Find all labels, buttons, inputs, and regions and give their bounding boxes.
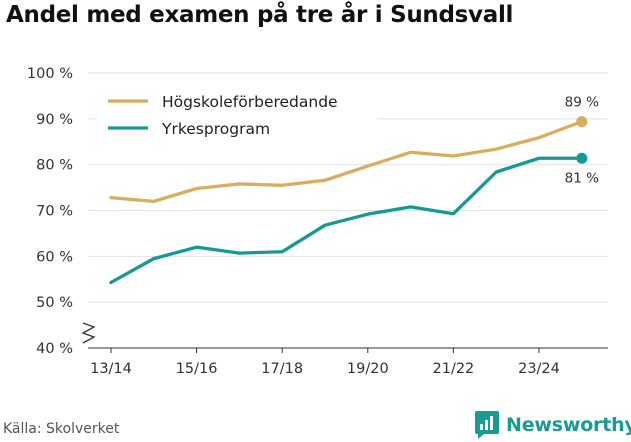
- y-tick-label: 80 %: [36, 158, 73, 174]
- newsworthy-logo: Newsworthy: [474, 408, 631, 442]
- axis-break-icon: [81, 322, 96, 344]
- x-tick-label: 17/18: [261, 361, 303, 377]
- legend-label-yrke: Yrkesprogram: [161, 120, 270, 138]
- legend-label-hogskole: Högskoleförberedande: [162, 93, 338, 111]
- end-label-hogskole: 89 %: [565, 95, 599, 111]
- series-lines: 89 % 81 %: [109, 95, 599, 285]
- end-label-yrke: 81 %: [565, 170, 599, 186]
- source-note: Källa: Skolverket: [3, 421, 120, 437]
- x-tick-label: 13/14: [90, 361, 132, 377]
- y-tick-label: 50 %: [36, 295, 73, 311]
- y-tick-label: 90 %: [36, 112, 73, 128]
- x-tick-label: 15/16: [176, 361, 218, 377]
- chart-title: Andel med examen på tre år i Sundsvall: [6, 2, 514, 28]
- end-point-yrke: [576, 152, 588, 164]
- y-tick-label: 100 %: [27, 66, 73, 82]
- series-line-hogskole: [109, 119, 584, 203]
- gridlines: [88, 72, 608, 303]
- legend: Högskoleförberedande Yrkesprogram: [97, 85, 377, 143]
- y-axis-ticks: 40 % 50 % 60 % 70 % 80 % 90 % 100 %: [27, 66, 73, 357]
- x-tick-label: 19/20: [347, 361, 389, 377]
- newsworthy-logo-icon: [475, 411, 499, 439]
- legend-background: [97, 85, 377, 143]
- y-tick-label: 70 %: [36, 204, 73, 220]
- x-axis: 13/14 15/16 17/18 19/20 21/22 23/24: [81, 322, 608, 377]
- x-tick-label: 21/22: [433, 361, 475, 377]
- series-line-yrke: [109, 156, 584, 285]
- brand-name: Newsworthy: [506, 414, 631, 436]
- y-tick-label: 60 %: [36, 249, 73, 265]
- end-point-hogskole: [576, 116, 588, 128]
- line-chart: 40 % 50 % 60 % 70 % 80 % 90 % 100 % 13/14 15/16…: [27, 66, 608, 377]
- x-tick-label: 23/24: [518, 361, 560, 377]
- y-tick-label: 40 %: [36, 341, 73, 357]
